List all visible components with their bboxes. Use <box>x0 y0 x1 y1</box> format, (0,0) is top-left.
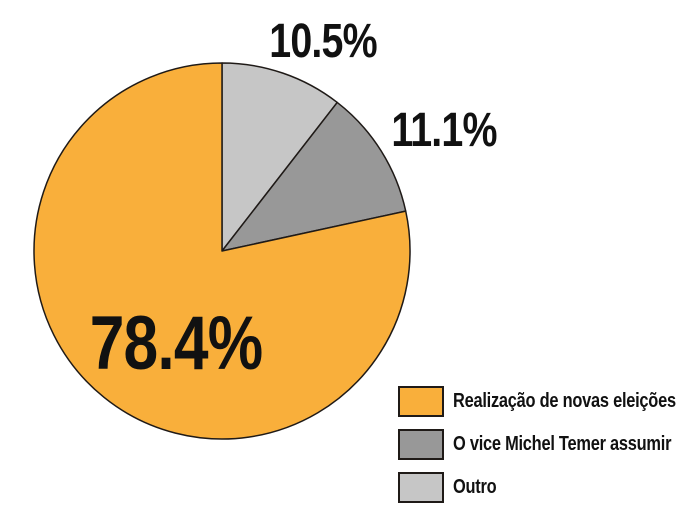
legend-label-temer: O vice Michel Temer assumir <box>453 433 672 455</box>
pie-slice-1 <box>221 101 407 252</box>
legend-swatch-outro <box>398 472 444 503</box>
pie-slice-0 <box>221 62 338 252</box>
legend-item-temer: O vice Michel Temer assumir <box>398 429 690 460</box>
pie-percentage-label-outro: 10.5% <box>269 15 377 68</box>
pie-percentage-label-eleicoes: 78.4% <box>89 301 263 386</box>
pie-percentage-label-temer: 11.1% <box>391 104 497 157</box>
legend: Realização de novas eleições O vice Mich… <box>398 386 690 503</box>
legend-label-outro: Outro <box>453 476 497 498</box>
pie-slice-2 <box>33 62 411 440</box>
legend-item-outro: Outro <box>398 472 690 503</box>
legend-swatch-eleicoes <box>398 386 444 417</box>
legend-item-eleicoes: Realização de novas eleições <box>398 386 690 417</box>
legend-swatch-temer <box>398 429 444 460</box>
legend-label-eleicoes: Realização de novas eleições <box>453 390 676 412</box>
